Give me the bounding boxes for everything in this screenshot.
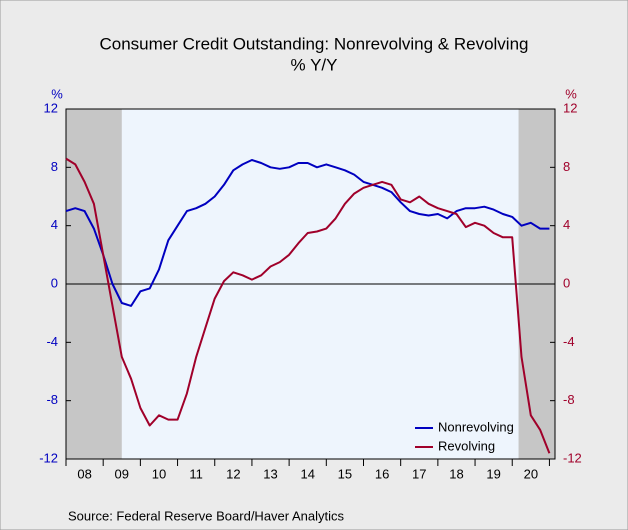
y2-unit: % (565, 86, 577, 101)
y-unit: % (51, 86, 63, 101)
x-tick-label: 10 (152, 466, 166, 481)
y2-tick-label: 8 (563, 159, 570, 174)
x-tick-label: 08 (77, 466, 91, 481)
legend-label: Revolving (438, 438, 495, 453)
legend-label: Nonrevolving (438, 419, 514, 434)
y-tick-label: -8 (46, 392, 58, 407)
y-tick-label: -4 (46, 334, 58, 349)
x-tick-label: 19 (486, 466, 500, 481)
series-line (65, 157, 551, 454)
x-tick-label: 12 (226, 466, 240, 481)
x-tick-label: 17 (412, 466, 426, 481)
x-tick-label: 13 (263, 466, 277, 481)
y-tick-label: 8 (51, 159, 58, 174)
plot-frame (65, 108, 556, 460)
y2-tick-label: -8 (563, 392, 575, 407)
x-tick-label: 20 (524, 466, 538, 481)
y2-tick-label: 4 (563, 217, 570, 232)
series-line (65, 159, 550, 307)
y2-tick-label: 12 (563, 100, 577, 115)
y2-tick-label: -4 (563, 334, 575, 349)
x-tick-label: 15 (338, 466, 352, 481)
x-tick-label: 18 (449, 466, 463, 481)
y-tick-label: 12 (44, 100, 58, 115)
chart-subtitle: % Y/Y (291, 55, 338, 74)
chart-title: Consumer Credit Outstanding: Nonrevolvin… (100, 34, 529, 53)
y-tick-label: 0 (51, 275, 58, 290)
y-tick-label: 4 (51, 217, 58, 232)
x-tick-label: 16 (375, 466, 389, 481)
y2-tick-label: -12 (563, 450, 582, 465)
x-tick-label: 11 (189, 466, 203, 481)
y2-tick-label: 0 (563, 275, 570, 290)
x-tick-label: 09 (115, 466, 129, 481)
x-tick-label: 14 (300, 466, 314, 481)
source: Source: Federal Reserve Board/Haver Anal… (68, 508, 345, 523)
y-tick-label: -12 (39, 450, 58, 465)
